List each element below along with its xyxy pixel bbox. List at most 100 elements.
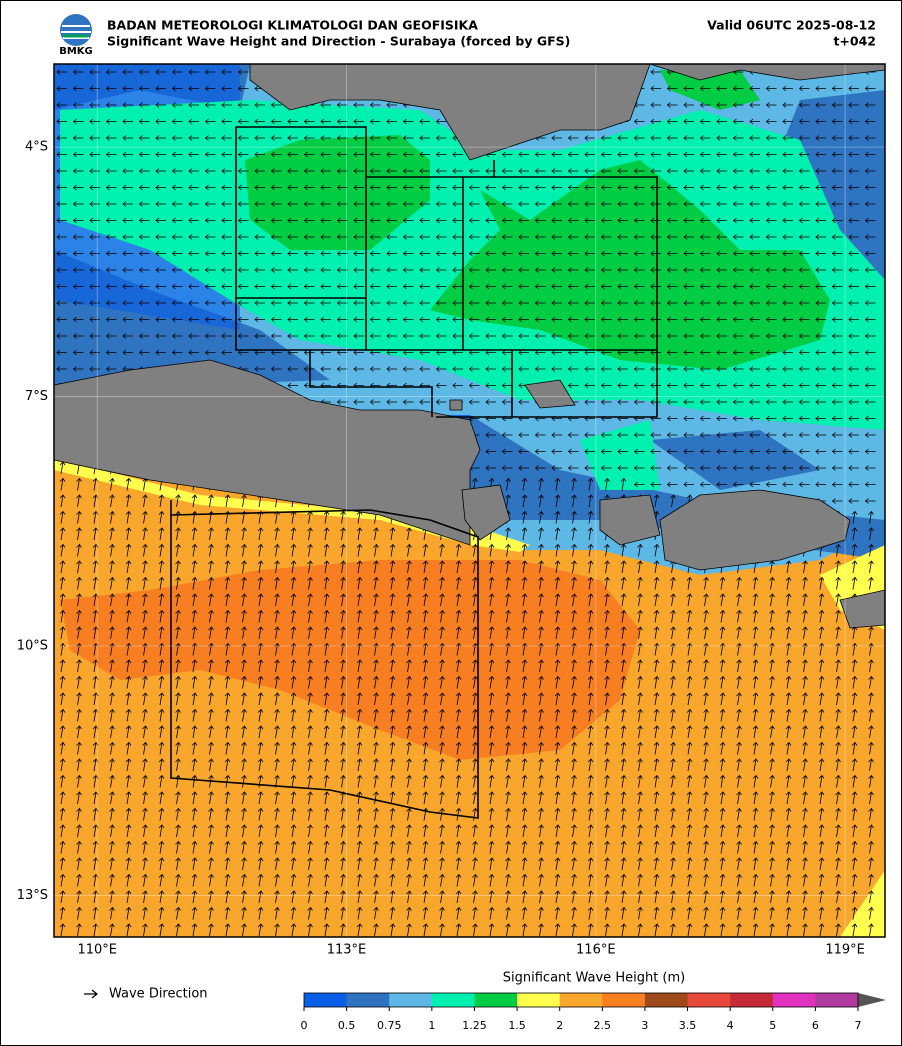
wave-arrow	[105, 102, 117, 108]
wave-arrow	[402, 267, 414, 273]
wave-arrow	[472, 857, 478, 871]
wave-arrow	[567, 316, 579, 323]
wave-arrow	[699, 382, 711, 389]
wave-arrow	[419, 283, 430, 290]
wave-arrow	[521, 758, 528, 772]
wave-arrow	[488, 758, 495, 772]
wave-arrow	[89, 168, 100, 174]
wave-arrow	[620, 593, 627, 607]
arrow-legend: Wave Direction	[84, 987, 208, 1002]
wave-arrow	[171, 135, 183, 141]
wave-arrow	[699, 448, 711, 455]
wave-arrow	[125, 527, 132, 541]
wave-arrow	[666, 217, 678, 224]
wave-arrow	[435, 118, 447, 125]
wave-arrow	[567, 283, 579, 290]
wave-arrow	[175, 774, 181, 788]
wave-arrow	[188, 316, 199, 323]
wave-arrow	[551, 283, 562, 290]
wave-arrow	[521, 510, 528, 524]
wave-arrow	[600, 184, 612, 191]
wave-arrow	[868, 873, 874, 887]
wave-arrow	[208, 576, 214, 590]
wave-arrow	[155, 184, 166, 191]
wave-arrow	[422, 923, 429, 937]
wave-arrow	[617, 234, 628, 240]
wave-arrow	[92, 659, 99, 673]
wave-arrow	[868, 890, 874, 904]
wave-arrow	[818, 923, 825, 937]
wave-arrow	[208, 494, 214, 508]
wave-arrow	[521, 807, 528, 821]
wave-arrow	[204, 168, 216, 174]
wave-arrow	[736, 609, 742, 623]
wave-arrow	[287, 201, 298, 207]
agency: BADAN METEOROLOGI KLIMATOLOGI DAN GEOFIS…	[107, 18, 478, 33]
wave-arrow	[455, 741, 462, 755]
wave-arrow	[125, 923, 132, 937]
wave-arrow	[831, 85, 843, 92]
wave-arrow	[188, 333, 199, 339]
wave-arrow	[109, 675, 115, 689]
wave-arrow	[864, 118, 876, 125]
wave-arrow	[518, 465, 529, 471]
wave-arrow	[534, 184, 546, 191]
wave-arrow	[109, 576, 115, 590]
wave-arrow	[419, 333, 430, 339]
wave-arrow	[798, 168, 810, 174]
wave-arrow	[320, 349, 331, 356]
wave-arrow	[749, 481, 760, 488]
wave-arrow	[587, 708, 594, 722]
wave-arrow	[105, 267, 117, 273]
wave-arrow	[323, 923, 330, 937]
wave-arrow	[534, 448, 546, 455]
wave-arrow	[336, 168, 348, 174]
wave-arrow	[171, 349, 183, 356]
wave-arrow	[653, 824, 660, 838]
wave-arrow	[732, 349, 744, 356]
wave-arrow	[752, 824, 759, 838]
wave-arrow	[554, 576, 561, 590]
wave-arrow	[452, 151, 463, 158]
wave-arrow	[617, 316, 628, 323]
wave-arrow	[848, 201, 859, 207]
wave-arrow	[237, 316, 249, 323]
wave-arrow	[369, 250, 381, 257]
wave-arrow	[633, 184, 645, 191]
wave-arrow	[221, 234, 232, 240]
wave-arrow	[699, 118, 711, 125]
wave-arrow	[769, 906, 775, 920]
wave-arrow	[257, 609, 264, 623]
wave-arrow	[241, 708, 247, 722]
wave-arrow	[307, 626, 313, 640]
wave-arrow	[241, 527, 247, 541]
wave-arrow	[666, 250, 678, 257]
wave-arrow	[716, 201, 727, 207]
wave-arrow	[241, 576, 247, 590]
wave-arrow	[650, 300, 661, 306]
wave-arrow	[604, 840, 610, 854]
wave-arrow	[538, 609, 544, 623]
wave-arrow	[89, 234, 100, 240]
wave-arrow	[72, 168, 84, 174]
wave-arrow	[369, 316, 381, 323]
wave-arrow	[538, 824, 544, 838]
wave-arrow	[587, 626, 594, 640]
wave-arrow	[670, 494, 676, 508]
wave-arrow	[868, 840, 874, 854]
wave-arrow	[257, 692, 264, 706]
wave-arrow	[59, 543, 66, 557]
wave-arrow	[551, 333, 562, 339]
wave-arrow	[835, 543, 841, 557]
wave-arrow	[125, 477, 132, 491]
wave-arrow	[125, 593, 132, 607]
wave-arrow	[274, 708, 280, 722]
wave-arrow	[353, 217, 364, 224]
wave-arrow	[538, 923, 544, 937]
wave-arrow	[505, 840, 511, 854]
wave-arrow	[835, 857, 841, 871]
wave-arrow	[455, 824, 462, 838]
wave-arrow	[422, 857, 429, 871]
wave-arrow	[765, 415, 777, 422]
wave-arrow	[224, 840, 231, 854]
